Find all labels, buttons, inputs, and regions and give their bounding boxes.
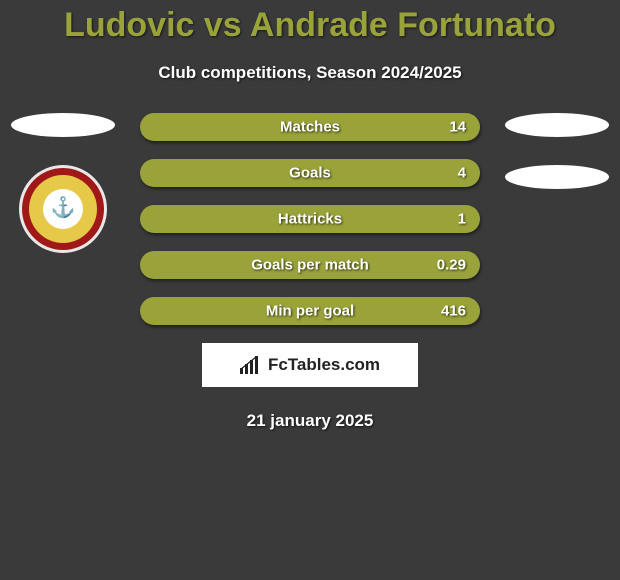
stat-value: 14 [449, 119, 466, 136]
subtitle: Club competitions, Season 2024/2025 [0, 63, 620, 83]
stat-value: 416 [441, 303, 466, 320]
stat-row-hattricks: Hattricks 1 [140, 205, 480, 233]
right-player-col [502, 113, 612, 217]
player-right-placeholder [505, 113, 609, 137]
stat-row-min-per-goal: Min per goal 416 [140, 297, 480, 325]
brand-text: FcTables.com [268, 355, 380, 375]
comparison-card: Ludovic vs Andrade Fortunato Club compet… [0, 0, 620, 431]
stat-label: Goals per match [251, 257, 369, 274]
stats-area: ⚓ Matches 14 Goals 4 Hattricks 1 Goals p… [0, 113, 620, 325]
anchor-icon: ⚓ [51, 195, 76, 220]
page-title: Ludovic vs Andrade Fortunato [0, 0, 620, 45]
stat-label: Matches [280, 119, 340, 136]
stat-label: Min per goal [266, 303, 354, 320]
brand-badge[interactable]: FcTables.com [202, 343, 418, 387]
stat-value: 1 [458, 211, 466, 228]
stat-value: 0.29 [437, 257, 466, 274]
stat-row-matches: Matches 14 [140, 113, 480, 141]
date-label: 21 january 2025 [0, 411, 620, 431]
player-left-placeholder [11, 113, 115, 137]
stat-row-goals-per-match: Goals per match 0.29 [140, 251, 480, 279]
stat-label: Goals [289, 165, 331, 182]
club-right-placeholder [505, 165, 609, 189]
club-badge-left: ⚓ [19, 165, 107, 253]
stat-bars: Matches 14 Goals 4 Hattricks 1 Goals per… [140, 113, 480, 325]
brand-bars-icon [240, 356, 262, 374]
stat-value: 4 [458, 165, 466, 182]
stat-label: Hattricks [278, 211, 342, 228]
left-player-col: ⚓ [8, 113, 118, 253]
stat-row-goals: Goals 4 [140, 159, 480, 187]
